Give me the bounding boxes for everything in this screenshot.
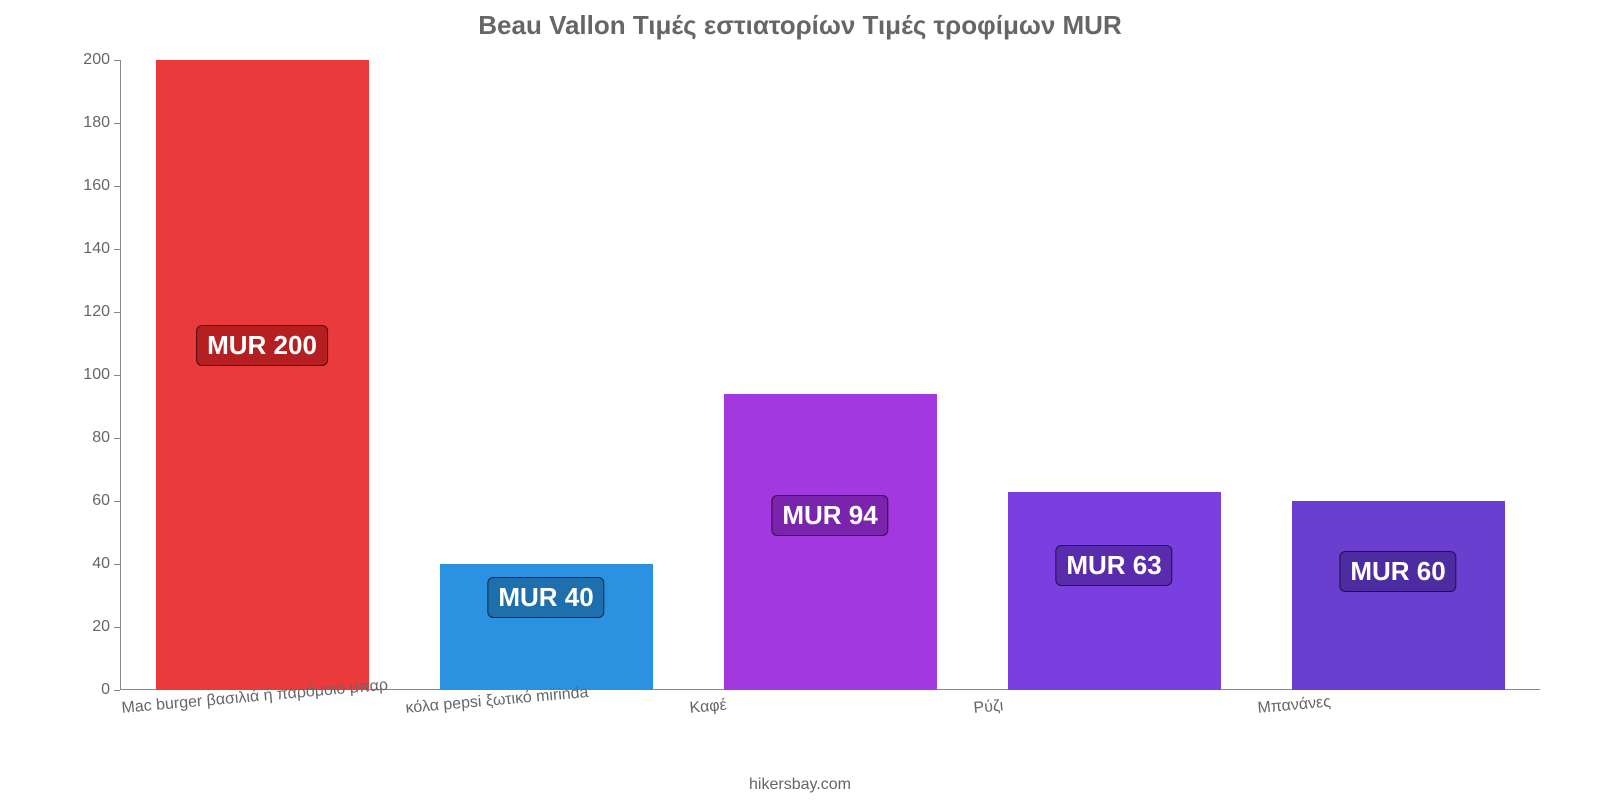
bar-value-label: MUR 40 [487,577,604,618]
y-tick-label: 20 [92,618,120,636]
x-tick-label: Καφέ [688,687,728,718]
y-tick-label: 140 [83,240,120,258]
bar-value-label: MUR 200 [196,325,328,366]
bar [156,60,369,690]
bar-value-label: MUR 60 [1339,551,1456,592]
bar-value-label: MUR 63 [1055,545,1172,586]
bar-value-label: MUR 94 [771,495,888,536]
chart-title: Beau Vallon Τιμές εστιατορίων Τιμές τροφ… [0,10,1600,41]
bar [724,394,937,690]
y-tick-label: 0 [101,681,120,699]
y-tick-label: 180 [83,114,120,132]
y-tick-label: 160 [83,177,120,195]
y-tick-label: 60 [92,492,120,510]
y-tick-label: 80 [92,429,120,447]
price-bar-chart: Beau Vallon Τιμές εστιατορίων Τιμές τροφ… [0,0,1600,800]
y-tick-label: 40 [92,555,120,573]
bar [1008,492,1221,690]
bar [1292,501,1505,690]
y-tick-label: 200 [83,51,120,69]
x-tick-label: Μπανάνες [1256,684,1332,718]
credit-text: hikersbay.com [0,776,1600,794]
plot-area: MUR 200MUR 40MUR 94MUR 63MUR 60 02040608… [120,60,1540,690]
x-tick-label: Ρύζι [972,687,1004,717]
y-tick-label: 120 [83,303,120,321]
y-tick-label: 100 [83,366,120,384]
bars-container: MUR 200 MUR 40 MUR 94 MUR 63 MUR 60 [120,60,1540,690]
